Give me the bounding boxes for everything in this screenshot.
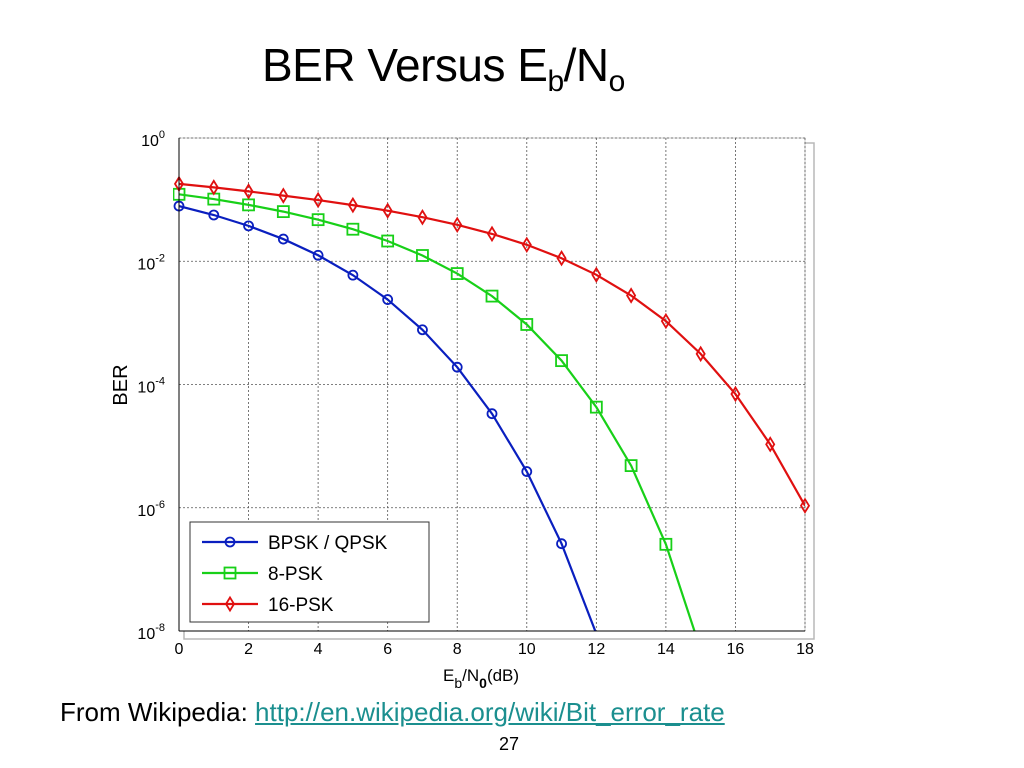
x-tick-label: 2 <box>244 641 253 658</box>
data-point <box>520 318 534 331</box>
data-point <box>278 187 289 204</box>
data-point <box>276 205 290 219</box>
data-point <box>381 234 395 248</box>
data-point <box>486 408 498 420</box>
data-point <box>417 324 428 336</box>
series-0 <box>173 200 597 631</box>
data-point <box>799 497 811 514</box>
data-point <box>521 466 533 477</box>
data-point <box>347 269 359 281</box>
data-point <box>451 361 463 373</box>
series-markers <box>173 175 811 514</box>
legend-swatch-marker <box>224 536 236 548</box>
source-prefix: From Wikipedia: <box>60 697 256 727</box>
data-point <box>659 537 673 551</box>
data-point <box>765 436 776 453</box>
series-line <box>179 205 597 631</box>
data-point <box>382 294 394 305</box>
y-axis-label: BER <box>110 364 132 405</box>
data-point <box>311 213 325 227</box>
y-tick-label: 100 <box>141 129 165 150</box>
slide-title: BER Versus Eb/No <box>262 39 625 98</box>
source-link[interactable]: http://en.wikipedia.org/wiki/Bit_error_r… <box>255 697 725 727</box>
legend: BPSK / QPSK 8-PSK 16-PSK <box>189 521 430 623</box>
series-markers <box>173 200 567 550</box>
y-tick-label: 10-4 <box>137 376 165 397</box>
legend-label: BPSK / QPSK <box>268 533 388 554</box>
legend-label: 8-PSK <box>268 564 323 585</box>
data-point <box>347 196 358 214</box>
y-tick-labels: 100 10-2 10-4 10-6 10-8 <box>137 129 165 643</box>
data-point <box>555 354 568 368</box>
x-tick-label: 14 <box>657 641 675 658</box>
data-point <box>382 202 393 219</box>
x-tick-label: 8 <box>453 641 462 658</box>
data-point <box>556 249 567 267</box>
y-tick-label: 10-2 <box>137 252 165 273</box>
data-point <box>208 179 219 196</box>
series-line <box>179 193 696 631</box>
data-point <box>208 209 220 221</box>
x-tick-label: 12 <box>587 641 605 658</box>
x-tick-label: 16 <box>727 641 745 658</box>
data-point <box>589 400 603 414</box>
data-point <box>346 222 360 236</box>
data-point <box>660 312 671 330</box>
legend-swatch-marker <box>224 595 236 613</box>
x-tick-labels: 0 2 4 6 8 10 12 14 16 18 <box>175 641 814 658</box>
data-point <box>312 249 324 261</box>
x-tick-label: 18 <box>796 641 814 658</box>
data-point <box>417 209 428 226</box>
data-point <box>695 345 706 363</box>
y-tick-label: 10-6 <box>137 499 165 520</box>
data-point <box>486 225 498 243</box>
data-point <box>591 266 602 284</box>
data-point <box>624 459 638 473</box>
data-point <box>416 249 429 262</box>
source-citation: From Wikipedia: http://en.wikipedia.org/… <box>60 697 725 728</box>
legend-label: 16-PSK <box>268 595 334 616</box>
data-point <box>243 220 254 232</box>
data-point <box>450 267 464 280</box>
series-2 <box>173 175 811 514</box>
legend-swatch-marker <box>223 566 237 580</box>
x-tick-label: 0 <box>175 641 184 658</box>
data-point <box>556 538 567 550</box>
data-point <box>485 289 499 303</box>
page-number: 27 <box>499 734 520 754</box>
x-axis-label: Eb/N0(dB) <box>443 666 519 691</box>
x-tick-label: 6 <box>383 641 392 658</box>
x-tick-label: 10 <box>518 641 536 658</box>
data-point <box>730 385 741 403</box>
data-point <box>521 236 532 254</box>
data-point <box>243 183 254 200</box>
x-tick-label: 4 <box>314 641 323 658</box>
series-line <box>179 182 805 507</box>
data-point <box>626 287 637 304</box>
grid <box>179 137 806 631</box>
data-point <box>313 191 324 209</box>
data-point <box>452 216 463 234</box>
data-point <box>277 233 289 245</box>
y-tick-label: 10-8 <box>137 622 165 643</box>
